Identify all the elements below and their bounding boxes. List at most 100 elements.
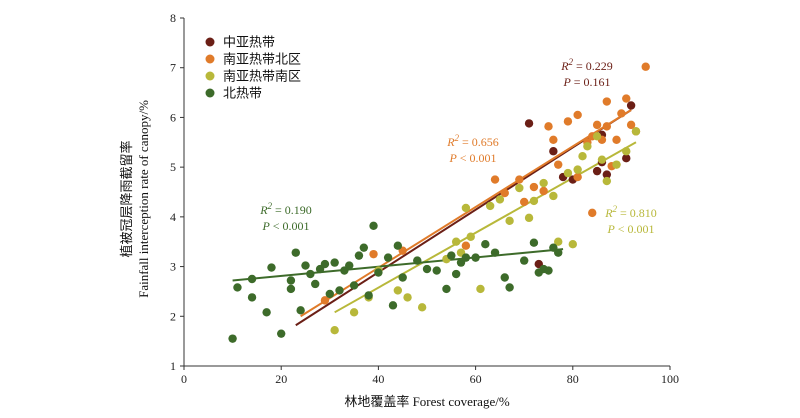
data-point <box>554 237 563 246</box>
data-point <box>529 182 539 192</box>
data-point <box>573 110 582 120</box>
data-point <box>291 248 300 257</box>
y-tick-label: 4 <box>170 210 176 224</box>
data-point <box>573 165 582 174</box>
data-point <box>602 97 612 106</box>
legend-marker <box>205 54 215 64</box>
data-point <box>349 281 359 290</box>
data-point <box>524 119 534 128</box>
data-point <box>520 256 529 265</box>
data-point <box>447 251 456 260</box>
data-point <box>612 160 621 169</box>
data-point <box>417 303 427 312</box>
data-point <box>296 306 305 315</box>
data-point <box>617 109 626 118</box>
data-point <box>554 160 563 169</box>
data-point <box>529 238 539 247</box>
legend-marker <box>205 88 215 98</box>
data-point <box>442 284 451 294</box>
data-point <box>228 334 237 343</box>
data-point <box>306 269 315 279</box>
data-point <box>500 273 509 282</box>
data-point <box>383 253 393 262</box>
data-point <box>349 308 359 317</box>
data-point <box>451 237 461 246</box>
data-point <box>505 283 514 292</box>
data-point <box>500 188 509 198</box>
data-point <box>461 203 471 213</box>
data-point <box>233 283 242 292</box>
data-point <box>544 266 553 275</box>
data-point <box>549 135 558 144</box>
data-point <box>549 147 558 156</box>
data-point <box>330 258 339 267</box>
data-point <box>641 62 650 71</box>
data-point <box>622 94 631 103</box>
data-point <box>592 166 602 176</box>
y-axis-label-en: Fainfall interception rate of canopy/% <box>136 100 151 298</box>
data-point <box>461 253 471 262</box>
x-tick-label: 20 <box>275 372 287 386</box>
data-point <box>592 132 602 141</box>
fit-lines <box>232 109 637 327</box>
data-point <box>515 183 524 193</box>
data-point <box>612 135 621 144</box>
data-point <box>461 241 471 250</box>
data-point <box>602 170 612 179</box>
data-point <box>335 286 344 295</box>
data-point <box>354 251 364 260</box>
data-point <box>369 221 378 231</box>
data-point <box>320 259 330 269</box>
r2-annotation: R2 = 0.656 <box>446 133 499 149</box>
data-point <box>563 168 573 178</box>
data-point <box>539 178 548 188</box>
data-point <box>588 208 597 218</box>
data-point <box>520 197 529 207</box>
legend-label: 南亚热带北区 <box>223 52 301 67</box>
data-point <box>539 186 548 196</box>
p-annotation: P < 0.001 <box>606 222 654 236</box>
x-tick-label: 80 <box>567 372 579 386</box>
data-point <box>247 274 257 284</box>
y-tick-label: 7 <box>170 61 176 75</box>
data-point <box>549 191 558 201</box>
axes: 0 20 40 60 80 100 1 2 3 4 5 6 7 8 <box>170 11 679 386</box>
data-point <box>476 284 485 294</box>
data-point <box>364 291 373 300</box>
data-point <box>413 256 422 265</box>
data-point <box>490 175 500 184</box>
data-point <box>490 248 500 257</box>
data-point <box>554 248 563 257</box>
data-point <box>626 120 636 130</box>
data-point <box>320 296 330 305</box>
r2-annotation: R2 = 0.810 <box>604 204 657 220</box>
y-tick-label: 3 <box>170 260 176 274</box>
fit-line <box>232 248 564 282</box>
data-point <box>267 263 276 272</box>
legend-marker <box>205 71 215 81</box>
data-point <box>568 240 577 249</box>
data-point <box>529 196 539 206</box>
data-point <box>573 172 582 182</box>
legend-label: 南亚热带南区 <box>223 69 301 84</box>
data-point <box>359 243 369 252</box>
data-point <box>277 329 286 338</box>
p-annotation: P < 0.001 <box>261 219 309 233</box>
data-point <box>471 253 480 262</box>
legend-label: 北热带 <box>223 86 262 101</box>
r2-annotation: R2 = 0.190 <box>259 201 312 217</box>
data-point <box>388 301 398 310</box>
data-point <box>286 276 296 285</box>
data-point <box>393 241 403 250</box>
p-annotation: P < 0.001 <box>448 151 496 165</box>
data-point <box>563 117 573 126</box>
y-tick-label: 5 <box>170 160 176 174</box>
data-point <box>247 293 257 302</box>
x-axis-label: 林地覆盖率 Forest coverage/% <box>344 394 510 409</box>
x-tick-label: 0 <box>181 372 187 386</box>
fit-line <box>334 141 637 314</box>
data-point <box>374 268 383 277</box>
data-point <box>578 152 587 161</box>
